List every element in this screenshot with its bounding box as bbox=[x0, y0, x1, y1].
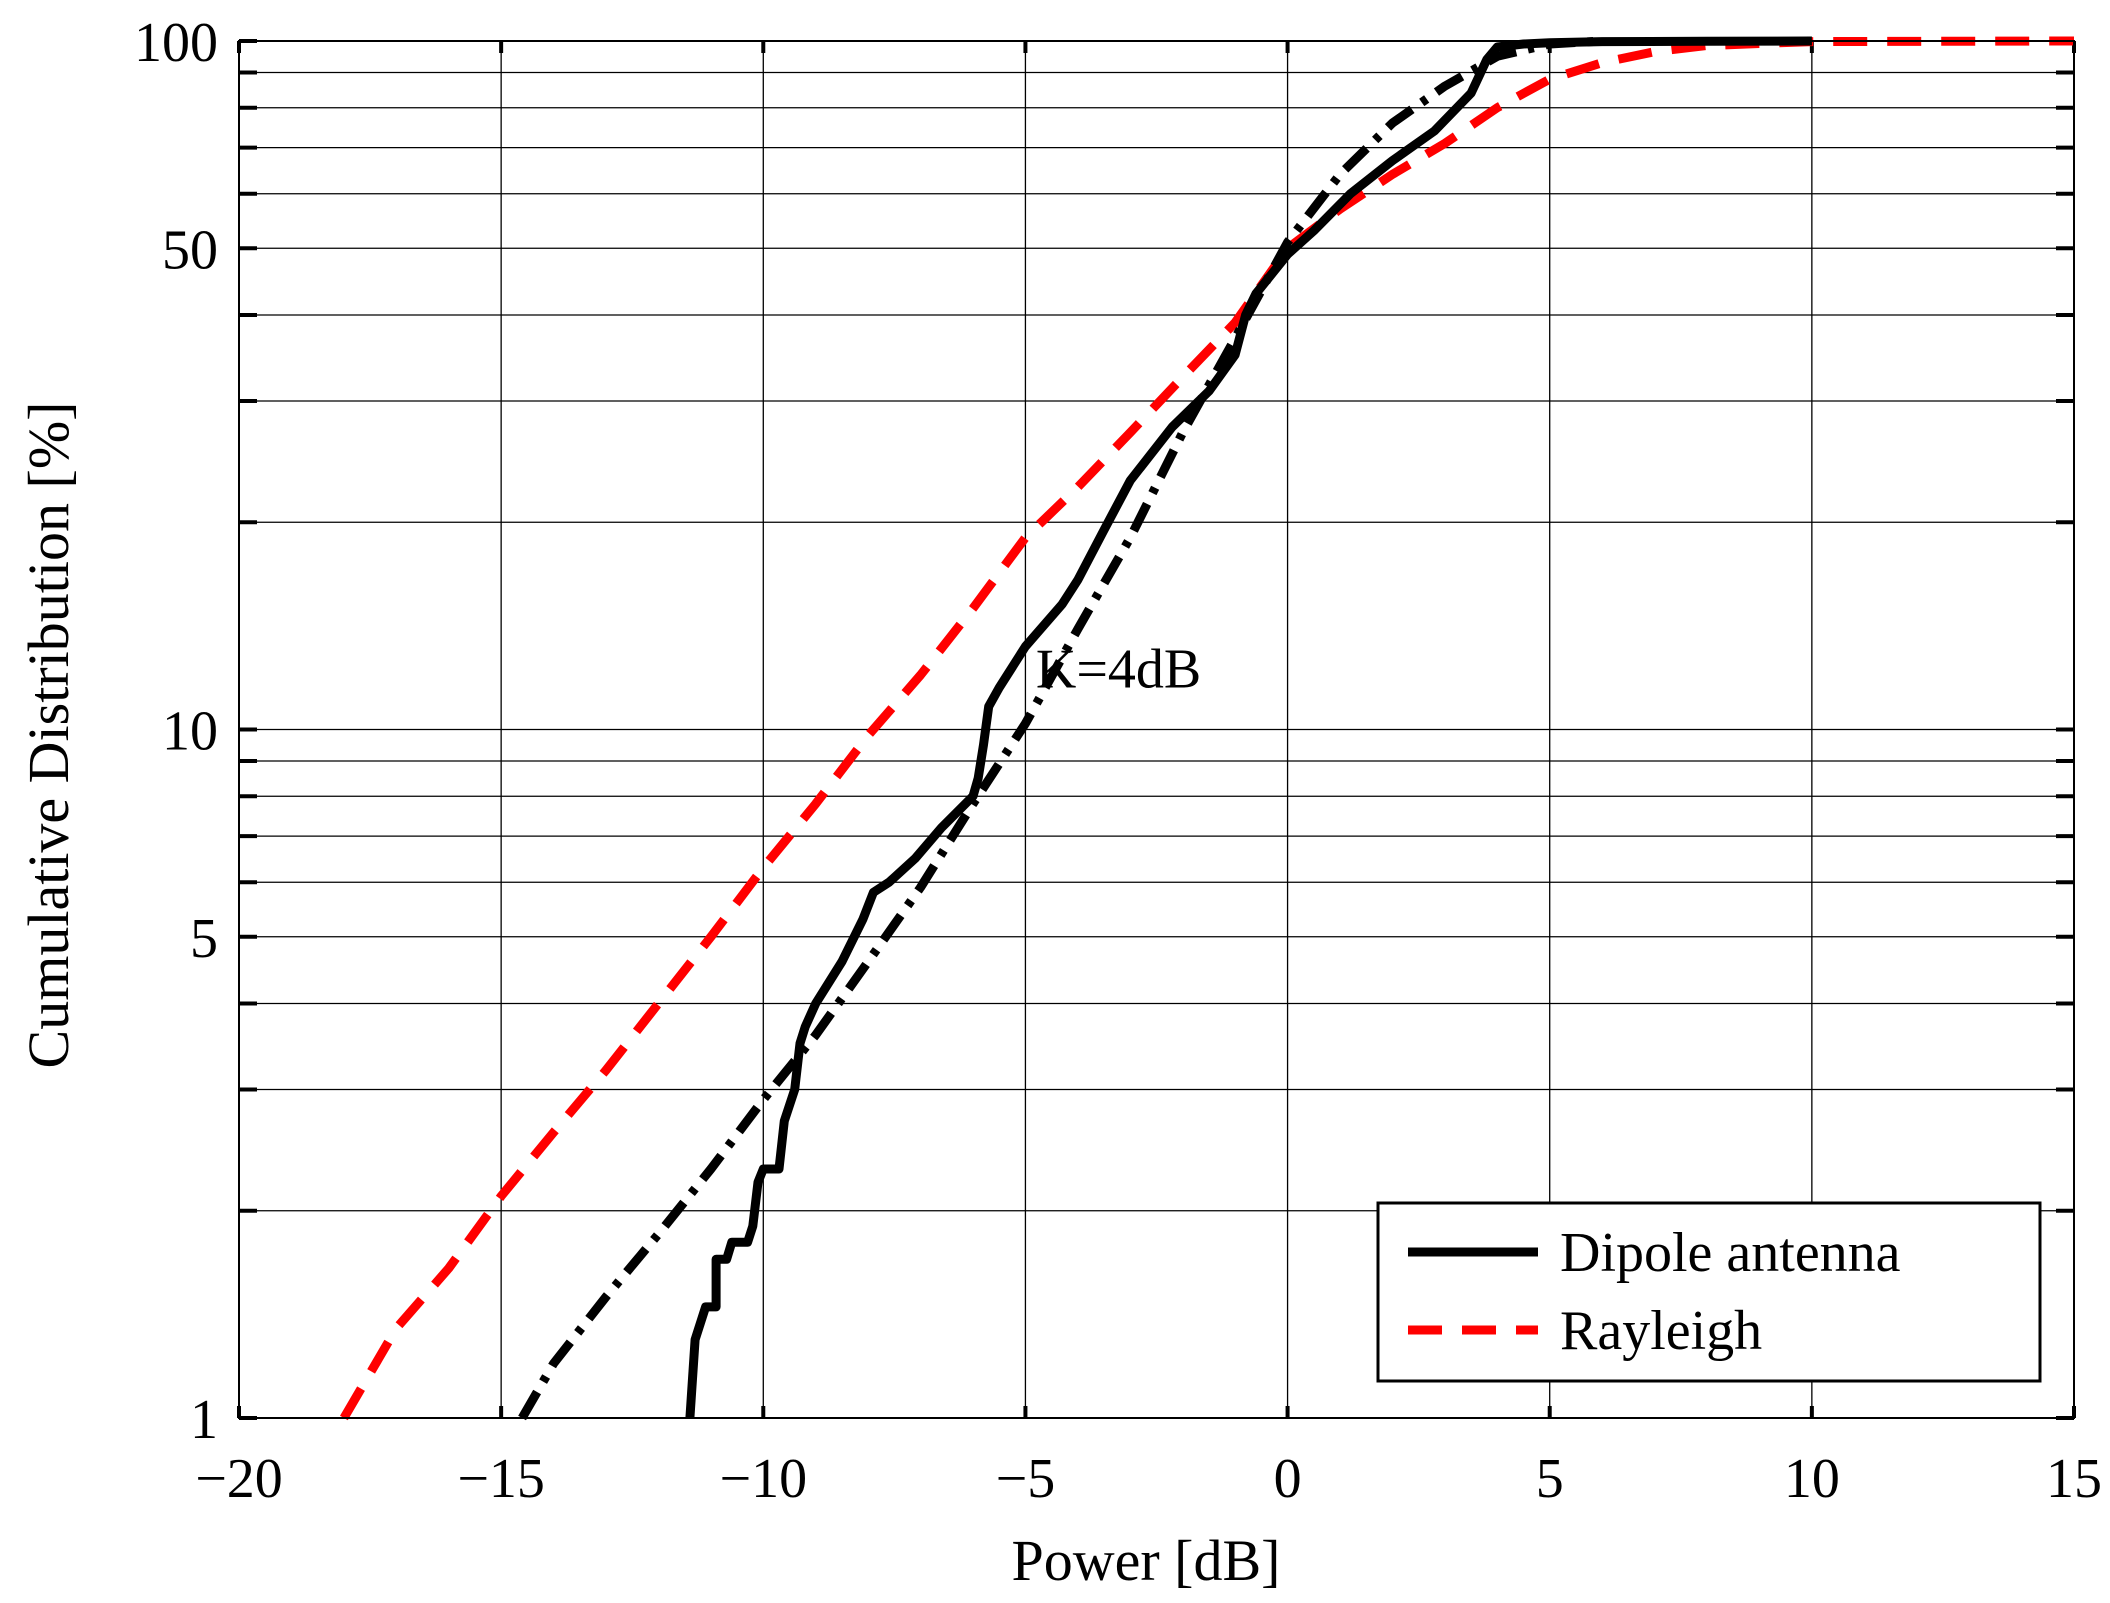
x-tick-label: 5 bbox=[1536, 1448, 1564, 1510]
y-axis-title: Cumulative Distribution [%] bbox=[16, 402, 81, 1069]
x-axis-title: Power [dB] bbox=[1011, 1528, 1280, 1593]
y-tick-label: 5 bbox=[190, 908, 218, 970]
series-line-dipole-antenna bbox=[685, 36, 1812, 1419]
x-tick-label: −15 bbox=[457, 1448, 545, 1510]
y-tick-label: 10 bbox=[162, 701, 218, 763]
legend-label-rayleigh: Rayleigh bbox=[1560, 1300, 1762, 1362]
legend-label-dipole-antenna: Dipole antenna bbox=[1560, 1222, 1901, 1284]
series-line-dashdot bbox=[518, 36, 1603, 1421]
plot-frame bbox=[238, 40, 2075, 1419]
x-tick-label: 10 bbox=[1784, 1448, 1840, 1510]
x-tick-label: −10 bbox=[719, 1448, 807, 1510]
x-tick-label: −20 bbox=[195, 1448, 283, 1510]
x-tick-label: −5 bbox=[996, 1448, 1056, 1510]
x-tick-label: 15 bbox=[2046, 1448, 2102, 1510]
legend: Dipole antenna Rayleigh bbox=[1376, 1201, 2042, 1383]
legend-box bbox=[1376, 1201, 2042, 1383]
annotation-k-factor: K=4dB bbox=[1036, 639, 1201, 701]
y-tick-label: 50 bbox=[162, 219, 218, 281]
series-layer bbox=[340, 36, 2075, 1421]
series-line-rayleigh bbox=[340, 36, 2075, 1421]
y-tick-label: 100 bbox=[134, 12, 218, 74]
y-tick-label: 1 bbox=[190, 1389, 218, 1451]
x-tick-label: 0 bbox=[1274, 1448, 1302, 1510]
